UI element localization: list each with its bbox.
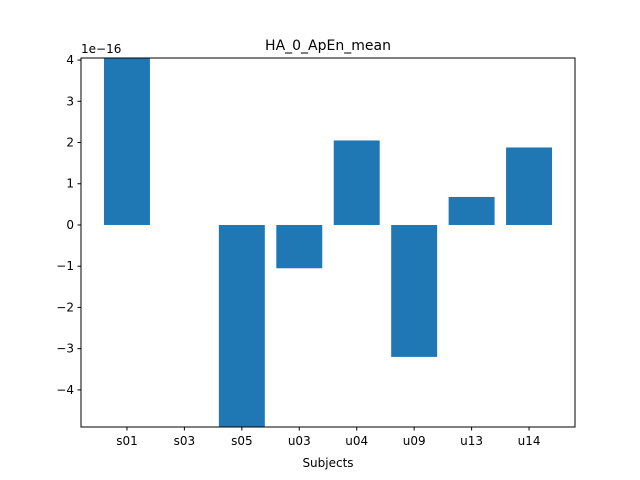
x-axis-label: Subjects xyxy=(302,456,353,470)
bar-u14 xyxy=(506,147,553,225)
y-tick-label: −4 xyxy=(56,383,74,397)
x-tick-label: u03 xyxy=(288,434,311,448)
y-tick-label: 0 xyxy=(66,218,74,232)
y-axis-scale-label: 1e−16 xyxy=(81,42,121,56)
bar-u03 xyxy=(276,224,323,269)
y-tick-label: −2 xyxy=(56,300,74,314)
plot-frame xyxy=(80,57,576,428)
y-tick-label: 1 xyxy=(66,177,74,191)
y-tick-label: −3 xyxy=(56,342,74,356)
bar-u09 xyxy=(391,224,438,357)
y-axis-ticks: 4 3 2 1 0 −1 −2 −3 −4 xyxy=(56,53,81,397)
y-tick-label: −1 xyxy=(56,259,74,273)
x-tick-label: u13 xyxy=(460,434,483,448)
y-tick-label: 3 xyxy=(66,94,74,108)
y-tick-label: 2 xyxy=(66,136,74,150)
chart-title: HA_0_ApEn_mean xyxy=(265,38,391,54)
x-tick-label: s03 xyxy=(174,434,196,448)
x-tick-label: u09 xyxy=(403,434,426,448)
x-axis-ticks: s01 s03 s05 u03 u04 u09 u13 u14 xyxy=(116,427,540,448)
bar-u13 xyxy=(448,196,495,225)
x-tick-label: s05 xyxy=(231,434,253,448)
bars-group xyxy=(103,58,553,427)
bar-s05 xyxy=(218,224,265,427)
bar-u04 xyxy=(333,140,380,225)
y-tick-label: 4 xyxy=(66,53,74,67)
x-tick-label: u14 xyxy=(518,434,541,448)
x-tick-label: u04 xyxy=(345,434,368,448)
bar-s01 xyxy=(103,58,150,225)
x-tick-label: s01 xyxy=(116,434,138,448)
